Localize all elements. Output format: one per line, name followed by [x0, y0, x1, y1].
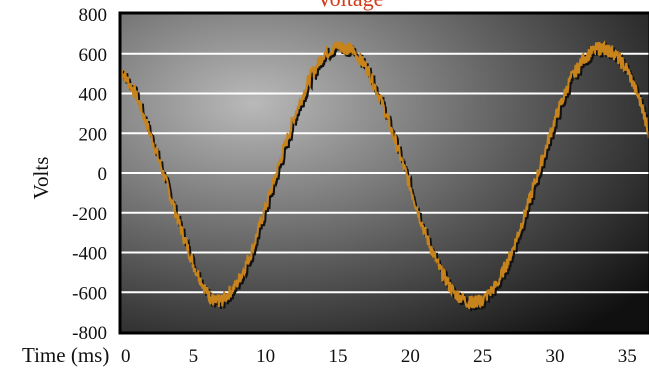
y-tick-labels: 800 600 400 200 0 -200 -400 -600 -800: [72, 5, 107, 344]
series-lines: [121, 40, 649, 312]
x-axis-title: Time (ms): [22, 343, 109, 367]
x-tick-labels: 0 5 10 15 20 25 30 35: [121, 346, 637, 367]
x-tick-label: 35: [618, 346, 637, 367]
gridlines: [121, 52, 649, 294]
y-tick-label: -200: [72, 204, 107, 225]
y-tick-label: -400: [72, 244, 107, 265]
chart-title: Voltage: [317, 0, 384, 11]
y-tick-label: -800: [72, 323, 107, 344]
x-tick-label: 30: [545, 346, 564, 367]
series-line: [121, 40, 649, 310]
y-axis-title: Volts: [29, 157, 53, 200]
x-tick-label: 0: [121, 346, 131, 367]
x-tick-label: 15: [328, 346, 347, 367]
x-tick-label: 20: [401, 346, 420, 367]
y-tick-label: 800: [79, 5, 108, 26]
plot-frame: [118, 11, 649, 335]
x-tick-label: 10: [256, 346, 275, 367]
x-tick-label: 25: [473, 346, 492, 367]
x-tick-label: 5: [189, 346, 199, 367]
y-tick-label: 200: [79, 124, 108, 145]
y-tick-label: -600: [72, 283, 107, 304]
y-tick-label: 600: [79, 45, 108, 66]
y-tick-label: 400: [79, 85, 108, 106]
y-tick-label: 0: [98, 164, 108, 185]
